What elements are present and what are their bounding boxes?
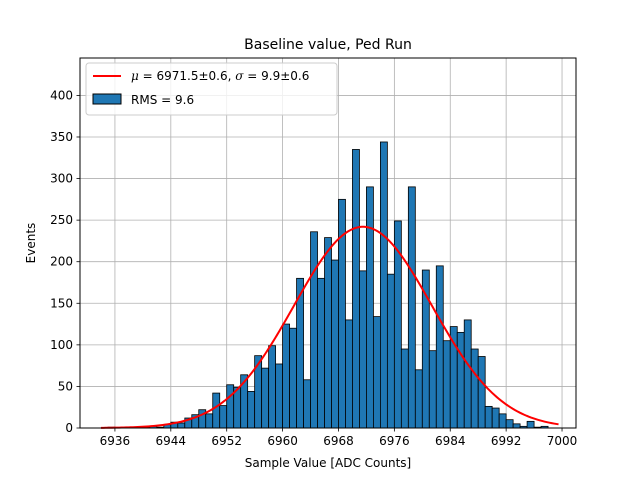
x-axis-ticks: 6936 6944 6952 6960 6968 6976 6984 6992 7000 (100, 428, 578, 448)
histogram-bar (275, 363, 283, 429)
x-tick-label: 6952 (211, 434, 242, 448)
histogram-bar (226, 384, 235, 429)
histogram-bar (331, 259, 339, 429)
x-tick-label: 6992 (491, 434, 522, 448)
histogram-bar (512, 423, 521, 429)
legend-fit-eq2: = 9.9±0.6 (243, 69, 309, 83)
histogram-bar (373, 316, 381, 429)
histogram-bar (324, 237, 332, 429)
histogram-bar (456, 331, 465, 429)
y-tick-label: 100 (50, 338, 73, 352)
histogram-bar (414, 369, 423, 429)
plot-frame (79, 57, 577, 429)
histogram-bar (212, 392, 221, 429)
histogram-bar (505, 419, 514, 429)
histogram-bar (352, 149, 360, 429)
x-tick-label: 6976 (379, 434, 410, 448)
legend-box (85, 62, 338, 116)
legend-fit-label: μ = 6971.5±0.6, σ = 9.9±0.6 (131, 69, 309, 83)
histogram-bar (366, 186, 374, 429)
histogram-bar (407, 186, 416, 429)
histogram-bar (526, 420, 535, 429)
y-axis-label: Events (24, 223, 38, 264)
x-tick-label: 6944 (156, 434, 187, 448)
histogram-bar (205, 413, 214, 429)
x-tick-label: 6984 (435, 434, 466, 448)
histogram-bar (491, 407, 500, 429)
histogram-bar (261, 367, 270, 429)
legend-fit-eq1: = 6971.5±0.6, (139, 69, 235, 83)
histogram-bar (219, 405, 228, 429)
legend-mu-symbol: μ (131, 69, 139, 83)
y-axis-ticks: 0 50 100 150 200 250 300 350 400 (50, 88, 80, 435)
histogram-bar (428, 350, 437, 429)
histogram-bar (477, 356, 486, 429)
histogram-bar (359, 270, 367, 429)
x-tick-label: 6936 (100, 434, 131, 448)
y-tick-label: 400 (50, 88, 73, 102)
y-tick-label: 250 (50, 213, 73, 227)
histogram-bar (345, 319, 353, 429)
histogram-bar (289, 327, 297, 429)
y-tick-label: 300 (50, 172, 73, 186)
histogram-bar (435, 265, 444, 429)
histogram-bar (400, 348, 409, 429)
x-axis-label: Sample Value [ADC Counts] (245, 456, 411, 470)
histogram-bar (442, 340, 451, 429)
y-tick-label: 50 (58, 379, 73, 393)
histogram-bars (107, 141, 549, 429)
histogram-bar (379, 141, 388, 429)
histogram-bar (282, 323, 290, 429)
histogram-bar (247, 391, 256, 429)
histogram-bar (310, 231, 318, 429)
x-tick-label: 6968 (323, 434, 354, 448)
legend-sigma-symbol: σ (235, 69, 244, 83)
histogram-bar (470, 348, 479, 429)
histogram-bar (177, 422, 186, 429)
legend-hist-swatch (92, 93, 122, 105)
chart-title: Baseline value, Ped Run (244, 37, 412, 53)
histogram-bar (463, 319, 472, 429)
histogram-bar (498, 413, 507, 429)
histogram-bar (268, 345, 277, 429)
x-tick-label: 6960 (267, 434, 298, 448)
gaussian-fit-curve (100, 225, 559, 429)
legend-hist-label: RMS = 9.6 (131, 93, 194, 107)
histogram-bar (386, 273, 395, 429)
histogram-bar (484, 405, 493, 429)
y-tick-label: 150 (50, 296, 73, 310)
y-tick-label: 0 (65, 421, 73, 435)
legend: μ = 6971.5±0.6, σ = 9.9±0.6 RMS = 9.6 (85, 62, 338, 116)
y-tick-label: 350 (50, 130, 73, 144)
x-tick-label: 7000 (547, 434, 578, 448)
y-tick-label: 200 (50, 255, 73, 269)
histogram-bar (303, 379, 311, 429)
histogram-bar (233, 386, 242, 429)
histogram-bar (317, 277, 325, 429)
